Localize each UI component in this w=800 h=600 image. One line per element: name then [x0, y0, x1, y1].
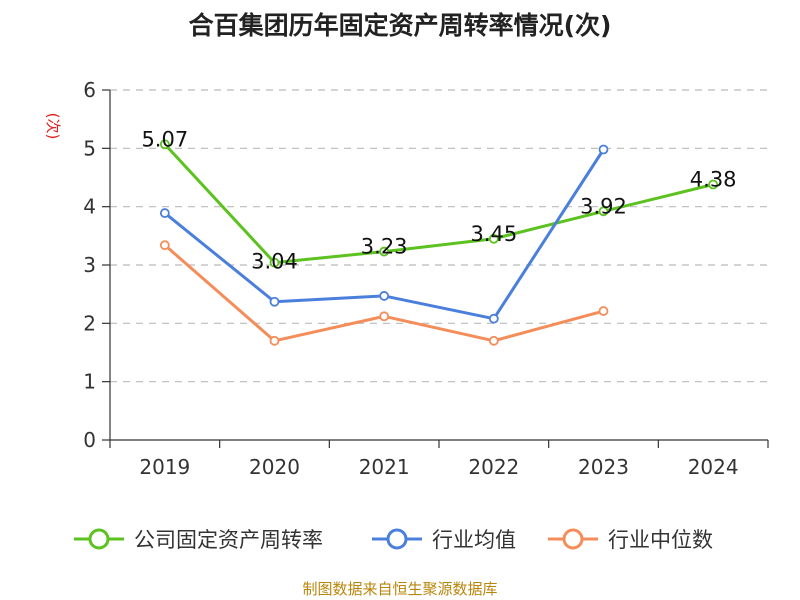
- y-tick-label: 3: [83, 253, 96, 277]
- data-label: 3.04: [251, 250, 298, 274]
- y-tick-label: 5: [83, 136, 96, 160]
- series: [159, 139, 719, 346]
- source-note: 制图数据来自恒生聚源数据库: [302, 580, 498, 598]
- legend-line-marker-icon: [74, 528, 124, 550]
- grid-lines: [110, 89, 768, 383]
- legend-line-marker-icon: [548, 528, 598, 550]
- data-point-industry_avg: [488, 313, 499, 324]
- y-axis-label: (次): [44, 113, 62, 140]
- x-tick-label: 2019: [139, 455, 190, 479]
- y-tick-label: 6: [83, 78, 96, 102]
- legend-label-company: 公司固定资产周转率: [134, 528, 323, 552]
- legend-label-industry-avg: 行业均值: [432, 528, 516, 552]
- data-label: 3.45: [470, 222, 517, 246]
- data-label: 5.07: [141, 127, 188, 151]
- legend-item-industry-avg[interactable]: 行业均值: [370, 522, 516, 556]
- data-label: 3.23: [361, 235, 408, 259]
- x-tick-label: 2022: [468, 455, 519, 479]
- x-tick-label: 2020: [249, 455, 300, 479]
- chart-title: 合百集团历年固定资产周转率情况(次): [188, 11, 612, 40]
- legend-label-industry-median: 行业中位数: [608, 528, 713, 552]
- legend: 公司固定资产周转率 行业均值 行业中位数: [0, 522, 800, 556]
- data-point-industry_avg: [598, 144, 609, 155]
- legend-item-industry-median[interactable]: 行业中位数: [546, 522, 713, 556]
- data-point-industry_avg: [159, 208, 170, 218]
- data-point-industry_median: [598, 306, 609, 316]
- data-point-industry_avg: [269, 296, 280, 307]
- legend-item-company[interactable]: 公司固定资产周转率: [72, 522, 323, 556]
- data-point-industry_median: [269, 335, 280, 346]
- x-tick-label: 2024: [688, 455, 739, 479]
- legend-line-marker-icon: [372, 528, 422, 550]
- data-point-company: [379, 246, 390, 257]
- data-point-company: [159, 139, 170, 150]
- data-label: 4.38: [690, 168, 737, 192]
- data-point-industry_median: [379, 311, 390, 322]
- x-tick-label: 2021: [359, 455, 410, 479]
- y-tick-label: 2: [83, 311, 96, 335]
- axes: 0 1 2 3 4 5 6 2019 2020 2021 2022 2023 2024: [83, 78, 769, 479]
- y-tick-label: 1: [83, 370, 96, 394]
- x-tick-label: 2023: [578, 455, 629, 479]
- data-point-industry_median: [159, 240, 170, 251]
- series-line-company: [163, 143, 714, 265]
- data-point-company: [708, 179, 719, 190]
- data-labels: 5.07 3.04 3.23 3.45 3.92 4.38: [141, 127, 736, 273]
- y-tick-label: 0: [83, 428, 96, 452]
- y-tick-label: 4: [83, 195, 96, 219]
- data-point-industry_avg: [379, 291, 390, 301]
- data-point-company: [598, 206, 609, 217]
- data-label: 3.92: [580, 194, 627, 218]
- data-point-industry_median: [488, 335, 499, 346]
- data-point-company: [488, 233, 499, 244]
- data-point-company: [269, 257, 280, 268]
